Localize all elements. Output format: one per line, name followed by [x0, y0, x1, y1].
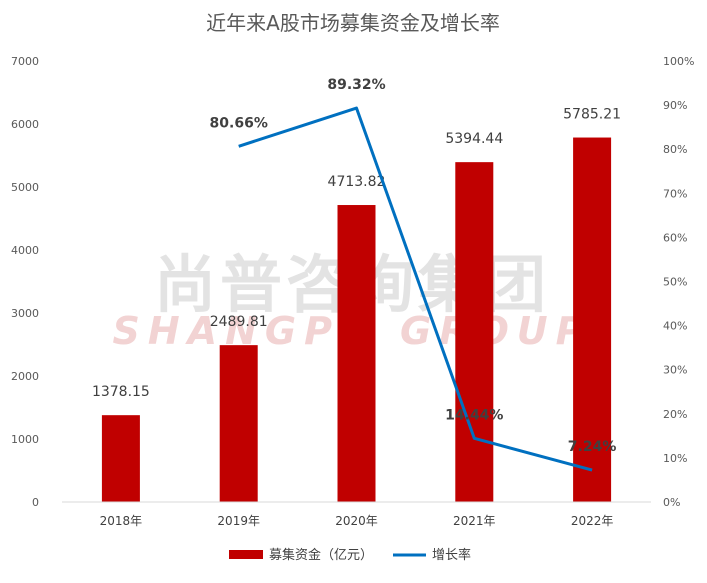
left-tick-label: 0 [32, 496, 39, 509]
bar-series: 1378.15 2489.81 4713.82 5394.44 5785.21 [92, 107, 621, 503]
x-tick-label: 2019年 [217, 514, 260, 528]
line-data-label: 80.66% [210, 115, 268, 131]
right-tick-label: 90% [663, 99, 687, 112]
x-axis: 2018年 2019年 2020年 2021年 2022年 [62, 501, 651, 528]
line-series: 80.66% 89.32% 14.44% 7.24% [210, 77, 617, 472]
x-tick-label: 2018年 [100, 514, 143, 528]
left-axis: 0 1000 2000 3000 4000 5000 6000 7000 [11, 55, 39, 509]
line-data-label: 7.24% [568, 439, 617, 455]
bar-data-label: 1378.15 [92, 384, 150, 400]
left-tick-label: 2000 [11, 370, 39, 383]
line-data-label: 89.32% [327, 77, 385, 93]
bar [455, 162, 494, 503]
left-tick-label: 5000 [11, 181, 39, 194]
left-tick-label: 7000 [11, 55, 39, 68]
right-tick-label: 0% [663, 496, 680, 509]
bar-data-label: 5394.44 [445, 131, 503, 147]
bar [337, 205, 376, 502]
chart-title: 近年来A股市场募集资金及增长率 [206, 11, 500, 35]
bar [573, 137, 612, 502]
right-tick-label: 70% [663, 187, 687, 200]
legend-label-line: 增长率 [432, 547, 471, 563]
left-tick-label: 1000 [11, 433, 39, 446]
bar-data-label: 2489.81 [210, 314, 268, 330]
right-axis: 0% 10% 20% 30% 40% 50% 60% 70% 80% 90% 100% [663, 55, 694, 509]
x-tick-label: 2022年 [571, 514, 614, 528]
right-tick-label: 30% [663, 364, 687, 377]
right-tick-label: 60% [663, 231, 687, 244]
right-tick-label: 40% [663, 320, 687, 333]
left-tick-label: 6000 [11, 118, 39, 131]
legend: 募集资金（亿元） 增长率 [229, 547, 471, 563]
right-tick-label: 20% [663, 408, 687, 421]
bar [101, 415, 140, 502]
legend-label-bar: 募集资金（亿元） [269, 547, 373, 563]
left-tick-label: 4000 [11, 244, 39, 257]
right-tick-label: 100% [663, 55, 694, 68]
growth-line [238, 106, 593, 472]
right-tick-label: 50% [663, 276, 687, 289]
legend-swatch-bar [229, 550, 263, 559]
x-tick-label: 2021年 [453, 514, 496, 528]
x-tick-label: 2020年 [335, 514, 378, 528]
right-tick-label: 10% [663, 452, 687, 465]
bar-data-label: 5785.21 [563, 107, 621, 123]
bar [219, 345, 258, 502]
right-tick-label: 80% [663, 143, 687, 156]
line-data-label: 14.44% [445, 407, 503, 423]
bar-data-label: 4713.82 [328, 174, 386, 190]
left-tick-label: 3000 [11, 307, 39, 320]
